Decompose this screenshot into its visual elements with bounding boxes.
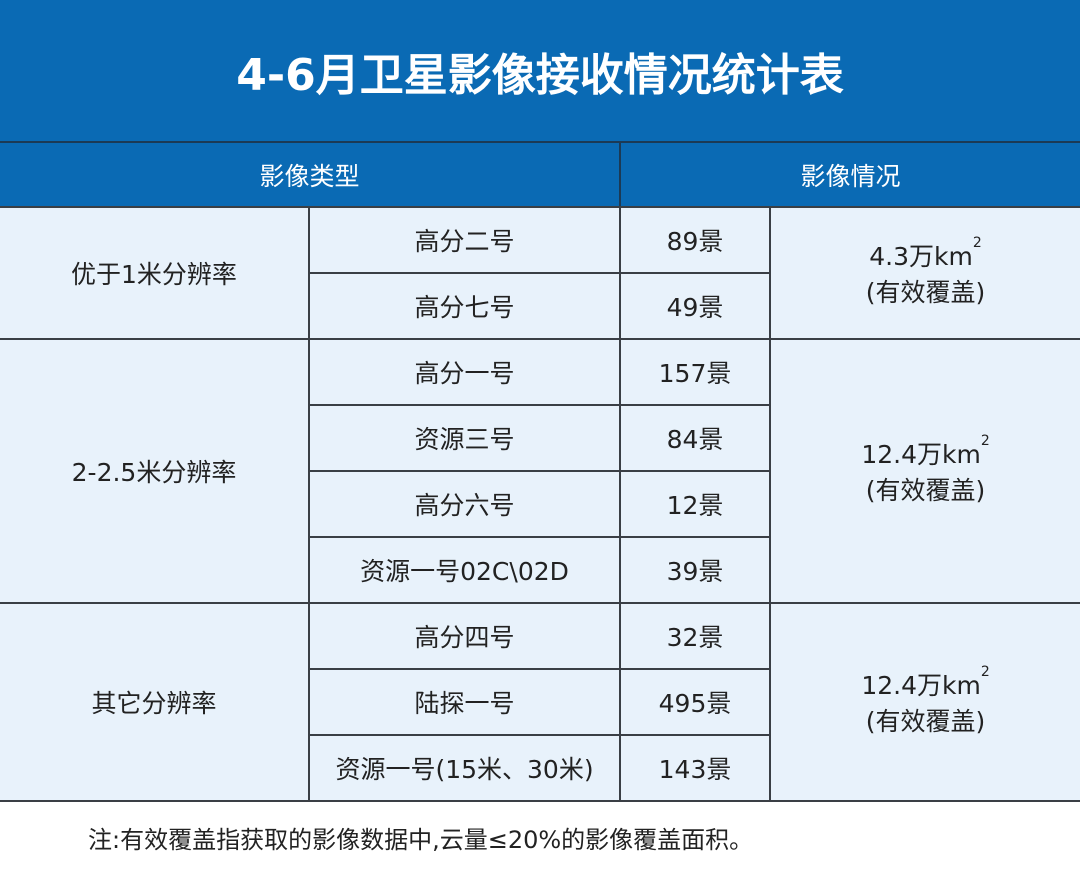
table-row: 其它分辨率 高分四号 32景 12.4万km2 (有效覆盖) bbox=[0, 602, 1080, 802]
count-cell: 32景 bbox=[619, 602, 772, 670]
satellite-cell: 资源一号02C\02D bbox=[307, 536, 622, 604]
coverage-value: 12.4万km bbox=[861, 671, 981, 700]
footnote: 注:有效覆盖指获取的影像数据中,云量≤20%的影像覆盖面积。 bbox=[88, 826, 754, 854]
count-cell: 89景 bbox=[619, 206, 772, 274]
table-row: 高分七号 49景 bbox=[0, 272, 1080, 340]
coverage-value: 4.3万km bbox=[869, 242, 973, 271]
table-row: 2-2.5米分辨率 高分一号 157景 12.4万km2 (有效覆盖) bbox=[0, 338, 1080, 604]
coverage-unit-exponent: 2 bbox=[980, 664, 990, 680]
header-row: 影像类型 影像情况 bbox=[0, 143, 1080, 208]
count-cell: 143景 bbox=[619, 734, 772, 802]
satellite-cell: 高分七号 bbox=[307, 272, 622, 340]
coverage-cell: 12.4万km2 (有效覆盖) bbox=[769, 602, 1080, 802]
coverage-unit-exponent: 2 bbox=[980, 433, 990, 449]
satellite-cell: 资源一号(15米、30米) bbox=[307, 734, 622, 802]
table-row: 资源一号(15米、30米) 143景 bbox=[0, 734, 1080, 802]
coverage-note: (有效覆盖) bbox=[865, 707, 986, 736]
count-cell: 84景 bbox=[619, 404, 772, 472]
satellite-cell: 高分四号 bbox=[307, 602, 622, 670]
coverage-note: (有效覆盖) bbox=[865, 476, 986, 505]
count-cell: 12景 bbox=[619, 470, 772, 538]
satellite-cell: 高分六号 bbox=[307, 470, 622, 538]
count-cell: 49景 bbox=[619, 272, 772, 340]
table-row: 资源三号 84景 bbox=[0, 404, 1080, 472]
table-row: 资源一号02C\02D 39景 bbox=[0, 536, 1080, 604]
statistics-table: 影像类型 影像情况 优于1米分辨率 高分二号 89景 4.3万km2 (有效覆盖) 高分七… bbox=[0, 143, 1080, 802]
category-cell: 其它分辨率 bbox=[0, 602, 310, 802]
table-title: 4-6月卫星影像接收情况统计表 bbox=[0, 0, 1080, 143]
satellite-cell: 高分一号 bbox=[307, 338, 622, 406]
count-cell: 157景 bbox=[619, 338, 772, 406]
category-cell: 优于1米分辨率 bbox=[0, 206, 310, 340]
coverage-cell: 4.3万km2 (有效覆盖) bbox=[769, 206, 1080, 340]
satellite-cell: 高分二号 bbox=[307, 206, 622, 274]
count-cell: 39景 bbox=[619, 536, 772, 604]
table-row: 优于1米分辨率 高分二号 89景 4.3万km2 (有效覆盖) bbox=[0, 206, 1080, 340]
satellite-cell: 资源三号 bbox=[307, 404, 622, 472]
header-image-type: 影像类型 bbox=[0, 143, 622, 208]
category-cell: 2-2.5米分辨率 bbox=[0, 338, 310, 604]
table-row: 陆探一号 495景 bbox=[0, 668, 1080, 736]
count-cell: 495景 bbox=[619, 668, 772, 736]
coverage-note: (有效覆盖) bbox=[865, 278, 986, 307]
table-row: 高分六号 12景 bbox=[0, 470, 1080, 538]
coverage-cell: 12.4万km2 (有效覆盖) bbox=[769, 338, 1080, 604]
header-image-status: 影像情况 bbox=[620, 143, 1080, 208]
satellite-cell: 陆探一号 bbox=[307, 668, 622, 736]
coverage-unit-exponent: 2 bbox=[972, 235, 982, 251]
coverage-value: 12.4万km bbox=[861, 440, 981, 469]
